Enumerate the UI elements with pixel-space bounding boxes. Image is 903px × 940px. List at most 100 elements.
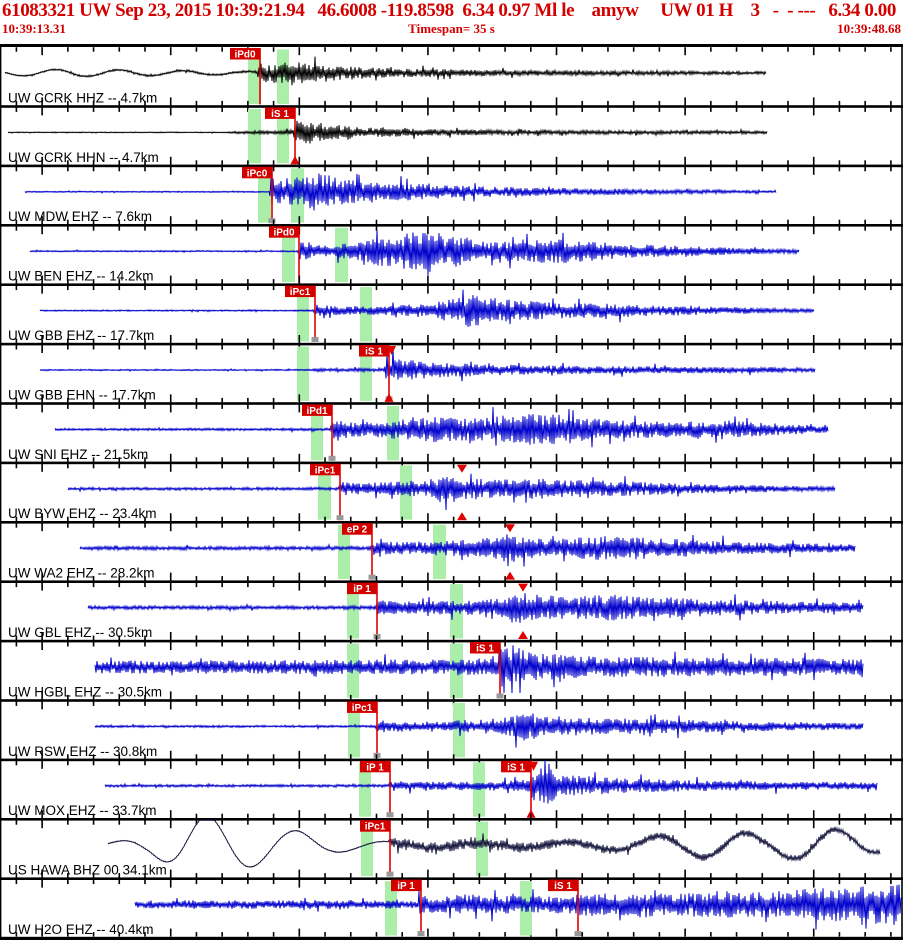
phase-pick-flag[interactable]: iPc1 (360, 820, 394, 877)
pick-flag-box[interactable] (265, 107, 295, 119)
pick-flag-box[interactable] (269, 226, 299, 238)
phase-pick-flag[interactable]: iP 1 (360, 760, 394, 818)
pick-flag-box[interactable] (360, 760, 390, 773)
trace-row-BYW-EHZ[interactable]: iPc1 UW BYW EHZ -- 23.4km (0, 463, 903, 524)
pick-base-mark (496, 693, 504, 699)
row-separator-line (0, 818, 903, 821)
phase-pick-flag[interactable]: iS 1 (548, 879, 582, 936)
trace-label: UW SNI EHZ -- 21.5km (8, 447, 148, 462)
pick-flag-box[interactable] (391, 879, 421, 892)
row-separator-line (0, 402, 903, 405)
trace-row-H2O-EHZ[interactable]: iP 1 iS 1 UW H2O EHZ -- 40.4km (0, 879, 903, 940)
row-separator-line (0, 758, 903, 762)
phase-pick-flag[interactable]: iS 1 (359, 345, 396, 402)
pick-flag-box[interactable] (302, 404, 332, 416)
pick-flag-label: iP 1 (366, 762, 384, 773)
pick-arrival-marker (526, 809, 536, 818)
pick-flag-box[interactable] (230, 48, 260, 60)
pick-flag-label: iS 1 (507, 762, 525, 773)
trace-label: UW BYW EHZ -- 23.4km (8, 506, 157, 521)
trace-row-CCRK-HHZ[interactable]: iPd0 UW CCRK HHZ -- 4.7km (0, 48, 903, 108)
waveform[interactable] (104, 759, 878, 804)
pick-flag-box[interactable] (470, 642, 500, 654)
trace-row-GBL-EHZ[interactable]: iP 1 UW GBL EHZ -- 30.5km (0, 582, 903, 643)
pick-flag-box[interactable] (501, 760, 531, 773)
pick-flag-box[interactable] (242, 166, 272, 179)
waveform[interactable] (29, 230, 800, 276)
waveform[interactable] (87, 593, 864, 623)
waveform-display-area[interactable]: iPd0 UW CCRK HHZ -- 4.7km iS 1 UW CCRK HHN … (0, 44, 903, 940)
trace-row-CCRK-HHN[interactable]: iS 1 UW CCRK HHN -- 4.7km (0, 107, 903, 168)
pick-flag-box[interactable] (342, 523, 372, 535)
waveform[interactable] (54, 407, 829, 448)
trace-label: UW GBB EHN -- 17.7km (8, 387, 156, 402)
phase-pick-flag[interactable]: iP 1 (391, 879, 425, 936)
phase-pick-flag[interactable]: iPc1 (310, 463, 344, 521)
trace-row-MDW-EHZ[interactable]: iPc0 UW MDW EHZ -- 7.6km (0, 166, 903, 227)
pick-flag-box[interactable] (347, 701, 377, 713)
phase-pick-flag[interactable]: iS 1 (501, 760, 538, 818)
trace-label: UW HGBL EHZ -- 30.5km (8, 684, 162, 699)
trace-row-RSW-EHZ[interactable]: iPc1 UW RSW EHZ -- 30.8km (0, 701, 903, 762)
event-header: 61083321 UW Sep 23, 2015 10:39:21.94 46.… (0, 0, 903, 44)
phase-pick-flag[interactable]: iS 1 (265, 107, 300, 165)
pick-base-mark (268, 218, 276, 224)
waveform[interactable] (79, 534, 856, 567)
pick-flag-label: iPc1 (352, 703, 373, 714)
waveform[interactable] (94, 645, 864, 694)
phase-window-band (359, 762, 371, 817)
waveform[interactable] (39, 347, 816, 382)
trace-row-SNI-EHZ[interactable]: iPd1 UW SNI EHZ -- 21.5km (0, 404, 903, 465)
trace-row-GBB-EHN[interactable]: iS 1 UW GBB EHN -- 17.7km (0, 345, 903, 405)
trace-row-WA2-EHZ[interactable]: eP 2 UW WA2 EHZ -- 28.2km (0, 523, 903, 583)
row-separator-line (0, 699, 903, 702)
pick-base-mark (574, 931, 582, 936)
waveform[interactable] (107, 819, 881, 868)
phase-pick-flag[interactable]: iPc0 (242, 166, 276, 224)
waveform[interactable] (134, 884, 902, 930)
phase-pick-flag[interactable]: iPd1 (302, 404, 336, 461)
row-separator-line (0, 639, 903, 643)
pick-flag-label: iS 1 (365, 347, 383, 358)
predicted-arrival-marker (505, 524, 515, 533)
waveform[interactable] (94, 713, 864, 748)
phase-pick-flag[interactable]: iPc1 (285, 285, 319, 342)
phase-window-band (347, 584, 359, 639)
pick-flag-label: eP 2 (347, 525, 368, 536)
pick-flag-box[interactable] (310, 463, 340, 476)
waveform[interactable] (4, 56, 767, 86)
phase-window-band (361, 821, 373, 877)
pick-flag-label: iP 1 (397, 881, 415, 892)
phase-window-band (248, 108, 261, 164)
phase-pick-flag[interactable]: iS 1 (470, 642, 504, 699)
trace-row-MOX-EHZ[interactable]: iP 1 iS 1 UW MOX EHZ -- 33.7km (0, 759, 903, 821)
phase-window-band (360, 346, 372, 401)
pick-arrival-marker (290, 155, 300, 165)
phase-window-band (277, 49, 289, 104)
waveform[interactable] (7, 120, 768, 144)
phase-pick-flag[interactable]: iPd0 (269, 226, 300, 283)
row-separator-line (0, 580, 903, 583)
phase-window-band (387, 405, 399, 461)
trace-row-GBB-EHZ[interactable]: iPc1 UW GBB EHZ -- 17.7km (0, 285, 903, 346)
row-separator-line (0, 342, 903, 346)
phase-pick-flag[interactable]: iPd0 (230, 48, 261, 105)
predicted-arrival-marker (518, 631, 528, 639)
waveform[interactable] (24, 173, 777, 211)
phase-pick-flag[interactable]: eP 2 (342, 523, 376, 580)
waveform[interactable] (39, 289, 815, 327)
pick-flag-box[interactable] (359, 345, 389, 357)
pick-flag-box[interactable] (285, 285, 315, 298)
pick-flag-box[interactable] (347, 582, 377, 595)
waveform[interactable] (67, 473, 836, 511)
pick-base-mark (386, 871, 394, 877)
trace-label: UW CCRK HHZ -- 4.7km (8, 90, 157, 105)
trace-label: UW GBL EHZ -- 30.5km (8, 625, 152, 640)
trace-row-HGBL-EHZ[interactable]: iS 1 UW HGBL EHZ -- 30.5km (0, 642, 903, 702)
phase-window-band (476, 821, 488, 877)
pick-flag-box[interactable] (548, 879, 578, 892)
pick-flag-box[interactable] (360, 820, 390, 832)
trace-row-BEN-EHZ[interactable]: iPd0 UW BEN EHZ -- 14.2km (0, 226, 903, 286)
trace-row-HAWA-BHZ[interactable]: iPc1 US HAWA BHZ 00 34.1km (0, 819, 903, 880)
predicted-arrival-marker (518, 583, 528, 592)
